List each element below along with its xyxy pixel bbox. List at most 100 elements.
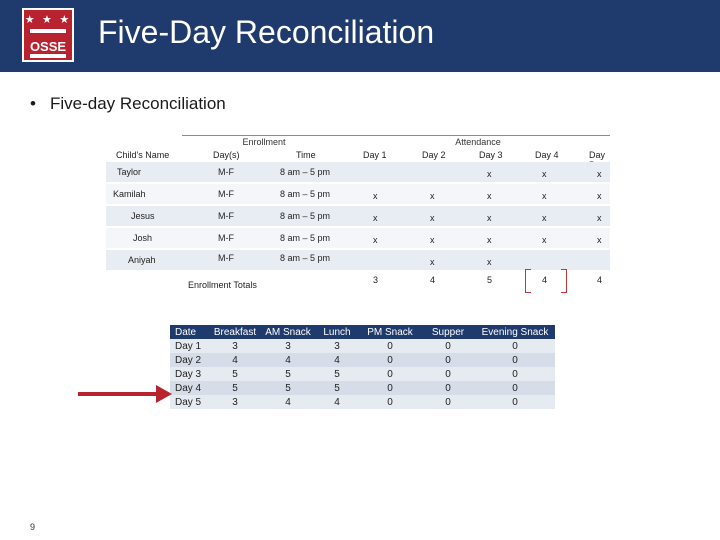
meal-count: 4 — [209, 353, 261, 367]
col-day-3: Day 3 — [479, 150, 503, 160]
meal-count-table: Date Breakfast AM Snack Lunch PM Snack S… — [170, 325, 555, 409]
col-date: Date — [170, 325, 209, 339]
enrolled-days: M-F — [218, 253, 234, 263]
meal-count: 0 — [421, 367, 475, 381]
attendance-table: Enrollment Attendance Child's Name Day(s… — [106, 132, 610, 293]
attendance-mark: x — [373, 213, 378, 223]
meal-count: 4 — [315, 353, 359, 367]
logo-stars: ★ ★ ★ — [24, 13, 72, 26]
col-day-2: Day 2 — [422, 150, 446, 160]
col-pm-snack: PM Snack — [359, 325, 421, 339]
meal-header-row: Date Breakfast AM Snack Lunch PM Snack S… — [170, 325, 555, 339]
col-evening-snack: Evening Snack — [475, 325, 555, 339]
slide-title: Five-Day Reconciliation — [98, 14, 435, 50]
table-row: Day 2 4 4 4 0 0 0 — [170, 353, 555, 367]
enrollment-group-header: Enrollment — [182, 135, 346, 149]
enrolled-days: M-F — [218, 189, 234, 199]
meal-count: 0 — [359, 339, 421, 353]
meal-count: 4 — [261, 353, 315, 367]
attendance-mark: x — [597, 169, 602, 179]
enrollment-totals-label: Enrollment Totals — [188, 280, 257, 290]
highlight-bracket-right — [561, 269, 567, 293]
meal-count: 0 — [475, 353, 555, 367]
child-name: Jesus — [131, 211, 155, 221]
table-row: Day 4 5 5 5 0 0 0 — [170, 381, 555, 395]
col-am-snack: AM Snack — [261, 325, 315, 339]
col-lunch: Lunch — [315, 325, 359, 339]
meal-count: 0 — [359, 367, 421, 381]
highlight-bracket-left — [525, 269, 531, 293]
meal-count: 5 — [261, 381, 315, 395]
child-name: Kamilah — [113, 189, 146, 199]
meal-count: 0 — [475, 367, 555, 381]
attendance-mark: x — [487, 191, 492, 201]
meal-count: 0 — [475, 395, 555, 409]
meal-count: 5 — [209, 381, 261, 395]
table-row: Day 1 3 3 3 0 0 0 — [170, 339, 555, 353]
enrolled-days: M-F — [218, 233, 234, 243]
meal-date: Day 1 — [170, 339, 209, 353]
meal-count: 3 — [261, 339, 315, 353]
table-row: Taylor M-F 8 am – 5 pm x x x — [106, 162, 610, 182]
osse-logo: ★ ★ ★ OSSE — [22, 8, 74, 62]
attendance-mark: x — [430, 235, 435, 245]
meal-date: Day 2 — [170, 353, 209, 367]
logo-text: OSSE — [29, 39, 67, 54]
meal-count: 0 — [359, 381, 421, 395]
total-day-4: 4 — [542, 275, 548, 285]
title-banner: ★ ★ ★ OSSE Five-Day Reconciliation — [0, 0, 720, 72]
table-row: Jesus M-F 8 am – 5 pm x x x x x — [106, 206, 610, 226]
total-day-3: 5 — [487, 275, 493, 285]
col-childs-name: Child's Name — [116, 150, 170, 160]
meal-date: Day 3 — [170, 367, 209, 381]
bullet-text: Five-day Reconciliation — [50, 94, 226, 113]
child-name: Aniyah — [128, 255, 156, 265]
meal-count: 0 — [421, 353, 475, 367]
enrollment-group-label: Enrollment — [242, 137, 286, 147]
meal-count: 3 — [315, 339, 359, 353]
table-row: Kamilah M-F 8 am – 5 pm x x x x x — [106, 184, 610, 204]
col-days: Day(s) — [213, 150, 240, 160]
attendance-mark: x — [597, 191, 602, 201]
attendance-mark: x — [542, 235, 547, 245]
meal-count: 5 — [209, 367, 261, 381]
total-day-2: 4 — [430, 275, 436, 285]
col-day-4: Day 4 — [535, 150, 559, 160]
attendance-mark: x — [487, 257, 492, 267]
total-day-1: 3 — [373, 275, 379, 285]
total-day-5: 4 — [597, 275, 603, 285]
col-time: Time — [296, 150, 316, 160]
attendance-group-header: Attendance — [346, 135, 610, 149]
col-day-1: Day 1 — [363, 150, 387, 160]
table-row: Day 3 5 5 5 0 0 0 — [170, 367, 555, 381]
meal-count: 0 — [359, 353, 421, 367]
meal-date: Day 4 — [170, 381, 209, 395]
attendance-mark: x — [373, 191, 378, 201]
enrolled-time: 8 am – 5 pm — [280, 211, 331, 221]
child-name: Josh — [133, 233, 153, 243]
meal-count: 5 — [261, 367, 315, 381]
logo-stripe — [30, 54, 66, 58]
bullet-icon: • — [30, 94, 36, 113]
meal-count: 4 — [315, 395, 359, 409]
table-row: Day 5 3 4 4 0 0 0 — [170, 395, 555, 409]
attendance-mark: x — [430, 191, 435, 201]
table-row: Josh M-F 8 am – 5 pm x x x x x — [106, 228, 610, 248]
meal-count: 0 — [421, 395, 475, 409]
meal-count: 0 — [359, 395, 421, 409]
enrolled-days: M-F — [218, 211, 234, 221]
meal-count: 5 — [315, 367, 359, 381]
enrolled-days: M-F — [218, 167, 234, 177]
attendance-mark: x — [597, 235, 602, 245]
meal-count: 5 — [315, 381, 359, 395]
meal-count: 3 — [209, 339, 261, 353]
enrolled-time: 8 am – 5 pm — [280, 167, 331, 177]
meal-count: 0 — [475, 381, 555, 395]
col-breakfast: Breakfast — [209, 325, 261, 339]
attendance-mark: x — [597, 213, 602, 223]
meal-count: 0 — [421, 381, 475, 395]
meal-date: Day 5 — [170, 395, 209, 409]
meal-count: 0 — [421, 339, 475, 353]
attendance-mark: x — [542, 191, 547, 201]
enrolled-time: 8 am – 5 pm — [280, 253, 331, 263]
